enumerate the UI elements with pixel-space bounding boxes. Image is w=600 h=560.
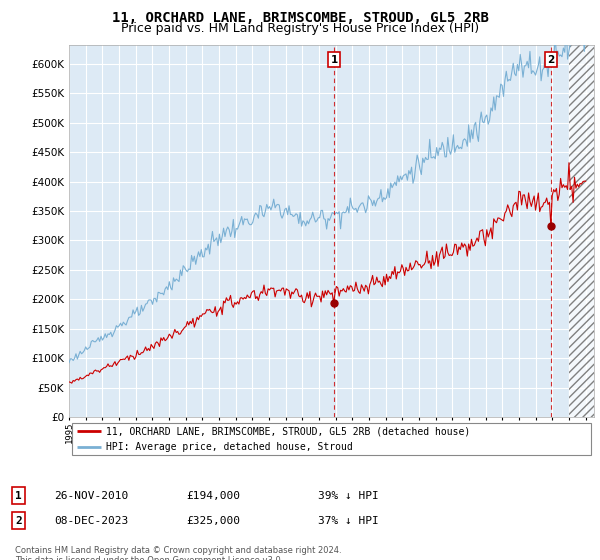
Text: 2: 2 (548, 55, 555, 65)
Text: Price paid vs. HM Land Registry's House Price Index (HPI): Price paid vs. HM Land Registry's House … (121, 22, 479, 35)
Text: 08-DEC-2023: 08-DEC-2023 (54, 516, 128, 526)
Text: £194,000: £194,000 (186, 491, 240, 501)
Text: 11, ORCHARD LANE, BRIMSCOMBE, STROUD, GL5 2RB: 11, ORCHARD LANE, BRIMSCOMBE, STROUD, GL… (112, 11, 488, 25)
FancyBboxPatch shape (71, 423, 592, 455)
Text: 39% ↓ HPI: 39% ↓ HPI (318, 491, 379, 501)
Text: 1: 1 (331, 55, 338, 65)
Text: HPI: Average price, detached house, Stroud: HPI: Average price, detached house, Stro… (106, 442, 353, 452)
Text: 26-NOV-2010: 26-NOV-2010 (54, 491, 128, 501)
Text: Contains HM Land Registry data © Crown copyright and database right 2024.
This d: Contains HM Land Registry data © Crown c… (15, 546, 341, 560)
Text: 1: 1 (15, 491, 22, 501)
Text: 2: 2 (15, 516, 22, 526)
Text: £325,000: £325,000 (186, 516, 240, 526)
Text: 11, ORCHARD LANE, BRIMSCOMBE, STROUD, GL5 2RB (detached house): 11, ORCHARD LANE, BRIMSCOMBE, STROUD, GL… (106, 426, 470, 436)
Bar (569, 4, 594, 417)
Text: 37% ↓ HPI: 37% ↓ HPI (318, 516, 379, 526)
